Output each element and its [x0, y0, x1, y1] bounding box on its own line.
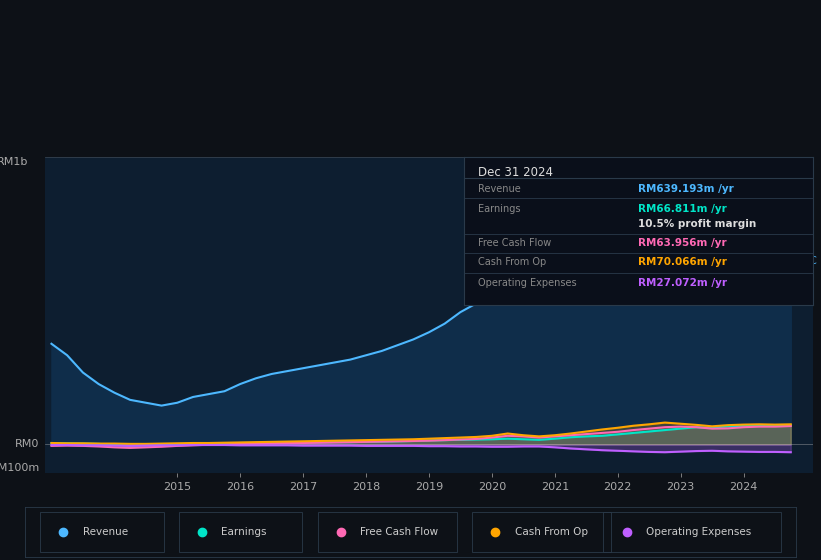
Text: RM0: RM0: [15, 440, 39, 450]
Text: Operating Expenses: Operating Expenses: [478, 278, 576, 288]
Text: RM1b: RM1b: [0, 157, 29, 167]
Text: C: C: [810, 255, 816, 265]
Text: RM66.811m /yr: RM66.811m /yr: [639, 204, 727, 214]
Text: Revenue: Revenue: [478, 184, 521, 194]
Text: -RM100m: -RM100m: [0, 463, 39, 473]
Text: Free Cash Flow: Free Cash Flow: [360, 527, 438, 537]
Text: Free Cash Flow: Free Cash Flow: [478, 238, 551, 248]
Text: 10.5% profit margin: 10.5% profit margin: [639, 218, 757, 228]
Text: RM63.956m /yr: RM63.956m /yr: [639, 238, 727, 248]
Text: Dec 31 2024: Dec 31 2024: [478, 166, 553, 179]
Text: Cash From Op: Cash From Op: [515, 527, 588, 537]
Text: Operating Expenses: Operating Expenses: [646, 527, 751, 537]
Text: RM639.193m /yr: RM639.193m /yr: [639, 184, 734, 194]
Text: RM70.066m /yr: RM70.066m /yr: [639, 257, 727, 267]
Text: Cash From Op: Cash From Op: [478, 257, 546, 267]
Text: Earnings: Earnings: [222, 527, 267, 537]
Text: RM27.072m /yr: RM27.072m /yr: [639, 278, 727, 288]
Text: Revenue: Revenue: [82, 527, 127, 537]
Text: Earnings: Earnings: [478, 204, 521, 214]
